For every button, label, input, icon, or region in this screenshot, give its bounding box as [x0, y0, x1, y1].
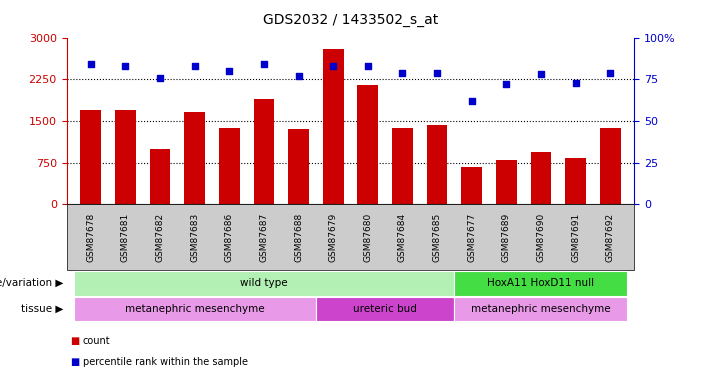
Bar	[254, 99, 274, 204]
Text: GSM87681: GSM87681	[121, 213, 130, 262]
Point	[570, 80, 581, 86]
Text: ■: ■	[70, 336, 79, 346]
Text: genotype/variation ▶: genotype/variation ▶	[0, 278, 63, 288]
Point	[224, 68, 235, 74]
Text: GSM87680: GSM87680	[363, 213, 372, 262]
Text: metanephric mesenchyme: metanephric mesenchyme	[125, 304, 264, 314]
Bar	[358, 85, 379, 204]
Bar	[531, 152, 551, 204]
Bar	[565, 158, 586, 204]
Point	[536, 71, 547, 77]
Bar	[184, 112, 205, 204]
Point	[501, 81, 512, 87]
Point	[327, 63, 339, 69]
Bar	[115, 110, 136, 204]
Bar	[461, 166, 482, 204]
Bar	[392, 128, 413, 204]
Bar	[496, 160, 517, 204]
Point	[604, 69, 615, 75]
Point	[362, 63, 374, 69]
Text: GSM87677: GSM87677	[467, 213, 476, 262]
Text: GSM87690: GSM87690	[536, 213, 545, 262]
Text: GSM87687: GSM87687	[259, 213, 268, 262]
Point	[154, 75, 165, 81]
Bar	[427, 125, 447, 204]
Point	[86, 61, 97, 67]
Point	[259, 61, 270, 67]
Text: GSM87691: GSM87691	[571, 213, 580, 262]
Bar	[150, 149, 170, 204]
Text: ■: ■	[70, 357, 79, 367]
Point	[120, 63, 131, 69]
Bar	[288, 129, 309, 204]
Text: HoxA11 HoxD11 null: HoxA11 HoxD11 null	[487, 278, 594, 288]
Text: GSM87686: GSM87686	[225, 213, 234, 262]
Text: tissue ▶: tissue ▶	[21, 304, 63, 314]
Bar	[81, 110, 101, 204]
Point	[189, 63, 200, 69]
Text: metanephric mesenchyme: metanephric mesenchyme	[471, 304, 611, 314]
Text: count: count	[83, 336, 110, 346]
Text: GDS2032 / 1433502_s_at: GDS2032 / 1433502_s_at	[263, 13, 438, 27]
Text: ureteric bud: ureteric bud	[353, 304, 417, 314]
Text: GSM87683: GSM87683	[190, 213, 199, 262]
Point	[431, 69, 442, 75]
Text: GSM87679: GSM87679	[329, 213, 338, 262]
Bar	[219, 128, 240, 204]
Point	[397, 69, 408, 75]
Text: GSM87684: GSM87684	[398, 213, 407, 262]
Point	[466, 98, 477, 104]
Text: GSM87685: GSM87685	[433, 213, 442, 262]
Text: percentile rank within the sample: percentile rank within the sample	[83, 357, 247, 367]
Text: GSM87689: GSM87689	[502, 213, 511, 262]
Text: wild type: wild type	[240, 278, 287, 288]
Text: GSM87682: GSM87682	[156, 213, 165, 262]
Text: GSM87692: GSM87692	[606, 213, 615, 262]
Bar	[600, 128, 620, 204]
Bar	[322, 49, 343, 204]
Text: GSM87688: GSM87688	[294, 213, 303, 262]
Point	[293, 73, 304, 79]
Text: GSM87678: GSM87678	[86, 213, 95, 262]
